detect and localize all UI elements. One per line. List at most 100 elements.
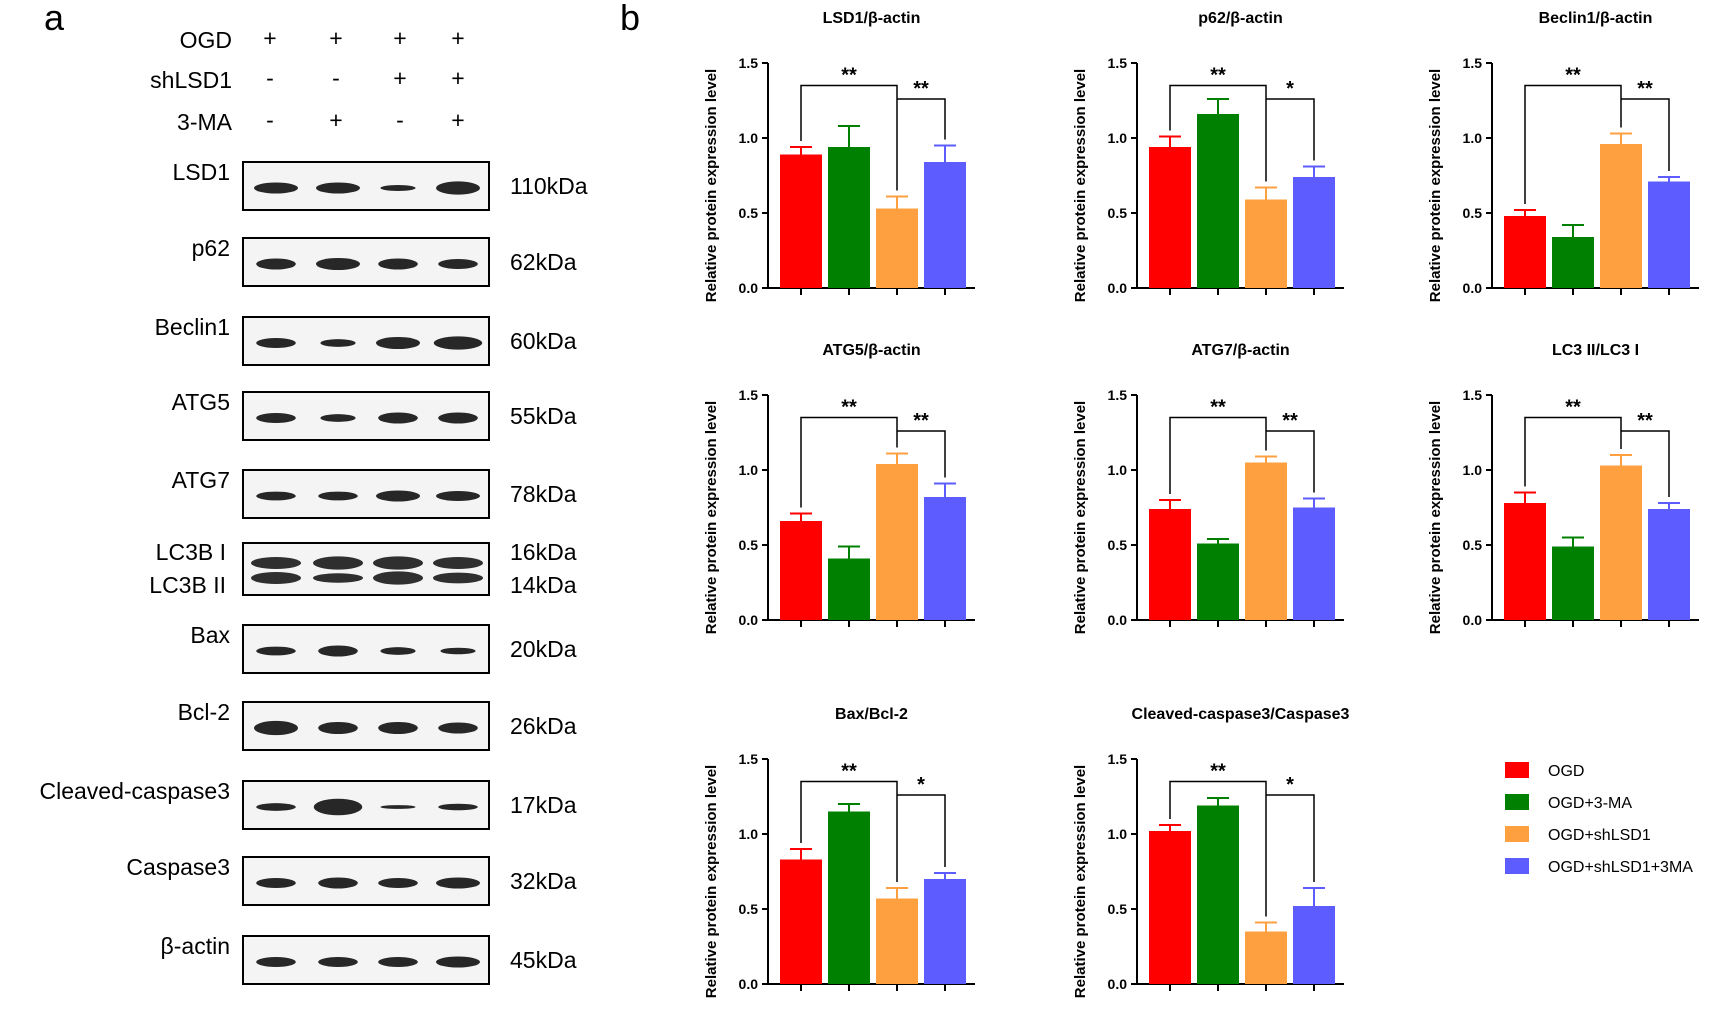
protein-band <box>433 557 483 569</box>
blot-protein-label: Caspase3 <box>126 854 230 880</box>
protein-band <box>436 956 480 968</box>
protein-band <box>440 647 476 655</box>
blot-row: Beclin1 60kDa <box>155 314 577 366</box>
blot-size-label: 17kDa <box>510 792 577 818</box>
y-tick-label: 1.0 <box>739 130 759 146</box>
blot-size-label: 60kDa <box>510 328 577 354</box>
blot-size-label: 62kDa <box>510 249 577 275</box>
y-tick-label: 1.5 <box>1463 55 1483 71</box>
protein-band <box>318 645 358 657</box>
blot-row: LC3B I LC3B II 16kDa 14kDa <box>149 539 576 598</box>
condition-label: 3-MA <box>177 109 233 135</box>
y-tick-label: 0.5 <box>739 537 759 553</box>
condition-mark: + <box>329 25 342 51</box>
significance-bracket <box>1266 98 1315 161</box>
bar <box>1293 177 1335 288</box>
bar <box>828 147 870 288</box>
bar <box>1648 509 1690 620</box>
protein-band <box>433 336 483 350</box>
y-axis-label: Relative protein expression level <box>1072 765 1089 998</box>
y-axis-label: Relative protein expression level <box>703 69 720 302</box>
y-tick-label: 1.5 <box>739 55 759 71</box>
protein-band <box>256 413 296 423</box>
legend-swatch <box>1505 794 1529 810</box>
protein-band <box>438 412 478 424</box>
protein-band <box>313 573 363 583</box>
y-tick-label: 0.0 <box>1108 976 1128 992</box>
blot-row: ATG7 78kDa <box>172 467 577 519</box>
protein-band <box>318 491 358 501</box>
significance-label: ** <box>841 397 857 419</box>
protein-band <box>438 259 478 269</box>
blot-protein-label: Beclin1 <box>155 314 230 340</box>
protein-band <box>313 556 363 570</box>
bar <box>828 811 870 984</box>
y-axis-label: Relative protein expression level <box>703 401 720 634</box>
blot-row: ATG5 55kDa <box>172 389 577 441</box>
bar <box>1197 805 1239 984</box>
protein-band <box>320 339 356 347</box>
condition-mark: - <box>332 65 340 91</box>
protein-band <box>378 957 418 967</box>
blot-size-label: 20kDa <box>510 636 577 662</box>
bar <box>924 162 966 288</box>
condition-mark: + <box>393 65 406 91</box>
y-tick-label: 1.0 <box>1463 462 1483 478</box>
y-tick-label: 0.0 <box>739 976 759 992</box>
protein-band <box>378 258 418 270</box>
protein-band <box>256 957 296 967</box>
y-tick-label: 1.5 <box>1108 387 1128 403</box>
significance-label: ** <box>913 78 929 100</box>
blot-protein-label: ATG7 <box>172 467 230 493</box>
bar <box>1293 507 1335 620</box>
significance-label: * <box>1286 78 1294 100</box>
legend-swatch <box>1505 858 1529 874</box>
condition-mark: - <box>266 65 274 91</box>
significance-bracket <box>1621 430 1670 497</box>
blot-protein-label: LC3B I <box>156 539 226 565</box>
bar <box>876 898 918 984</box>
protein-band <box>313 798 363 816</box>
y-tick-label: 0.0 <box>1463 612 1483 628</box>
condition-mark: + <box>393 25 406 51</box>
bar <box>1504 216 1546 288</box>
y-tick-label: 0.5 <box>1463 205 1483 221</box>
y-axis-label: Relative protein expression level <box>1427 401 1444 634</box>
legend-label: OGD+shLSD1 <box>1548 827 1651 844</box>
y-tick-label: 0.0 <box>739 280 759 296</box>
bar <box>1504 503 1546 620</box>
bar <box>924 497 966 620</box>
bar <box>828 558 870 620</box>
protein-band <box>376 336 420 350</box>
protein-band <box>436 877 480 889</box>
panel-a-western-blots: a OGD + + + + shLSD1 - - + +3-MA - + - + LSD1 110kDa p62 6… <box>39 0 588 985</box>
protein-band <box>376 490 420 502</box>
y-tick-label: 0.0 <box>1108 612 1128 628</box>
protein-band <box>251 557 301 569</box>
y-axis-label: Relative protein expression level <box>703 765 720 998</box>
legend-swatch <box>1505 826 1529 842</box>
bar <box>780 154 822 288</box>
blot-size-label: 78kDa <box>510 481 577 507</box>
blot-row: p62 62kDa <box>192 235 577 287</box>
panel-b-bar-charts: b LSD1/β-actin Relative protein expression… <box>620 0 1699 998</box>
significance-label: ** <box>841 761 857 783</box>
protein-band <box>318 957 358 967</box>
y-tick-label: 1.0 <box>739 826 759 842</box>
protein-band <box>378 412 418 424</box>
bar <box>1600 465 1642 620</box>
y-tick-label: 1.0 <box>1108 462 1128 478</box>
panel-a-label: a <box>44 0 65 38</box>
protein-band <box>436 491 480 501</box>
bar <box>1245 931 1287 984</box>
significance-label: * <box>1286 774 1294 796</box>
y-tick-label: 1.5 <box>739 387 759 403</box>
significance-bracket <box>800 84 898 191</box>
bar <box>876 208 918 288</box>
protein-band <box>438 722 478 734</box>
blot-row: β-actin 45kDa <box>161 933 577 985</box>
protein-band <box>438 803 478 811</box>
protein-band <box>378 721 418 735</box>
protein-band <box>318 877 358 889</box>
y-tick-label: 1.0 <box>1108 130 1128 146</box>
